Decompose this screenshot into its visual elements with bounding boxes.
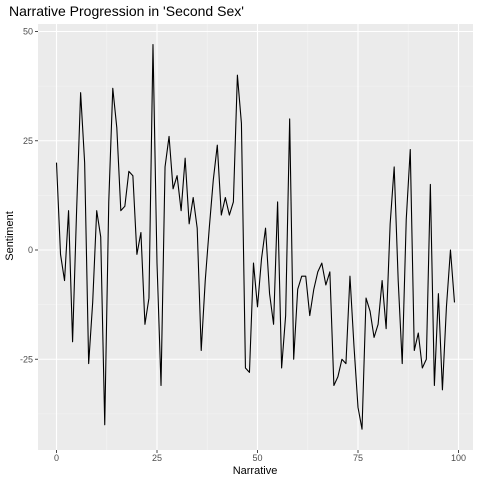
chart-title: Narrative Progression in 'Second Sex' — [9, 3, 244, 19]
y-tick-label: 25 — [23, 136, 33, 146]
y-axis: -25 0 25 50 — [20, 27, 38, 365]
x-tick-label: 75 — [353, 453, 363, 463]
x-axis: 0 25 50 75 100 — [54, 450, 466, 463]
x-tick-label: 100 — [451, 453, 466, 463]
plot-panel — [38, 24, 473, 450]
y-tick-label: 0 — [28, 245, 33, 255]
x-tick-label: 0 — [54, 453, 59, 463]
y-tick-label: 50 — [23, 27, 33, 37]
x-tick-label: 25 — [152, 453, 162, 463]
y-tick-label: -25 — [20, 354, 33, 364]
x-axis-title: Narrative — [233, 465, 278, 477]
x-tick-label: 50 — [252, 453, 262, 463]
y-axis-title: Sentiment — [4, 211, 16, 261]
